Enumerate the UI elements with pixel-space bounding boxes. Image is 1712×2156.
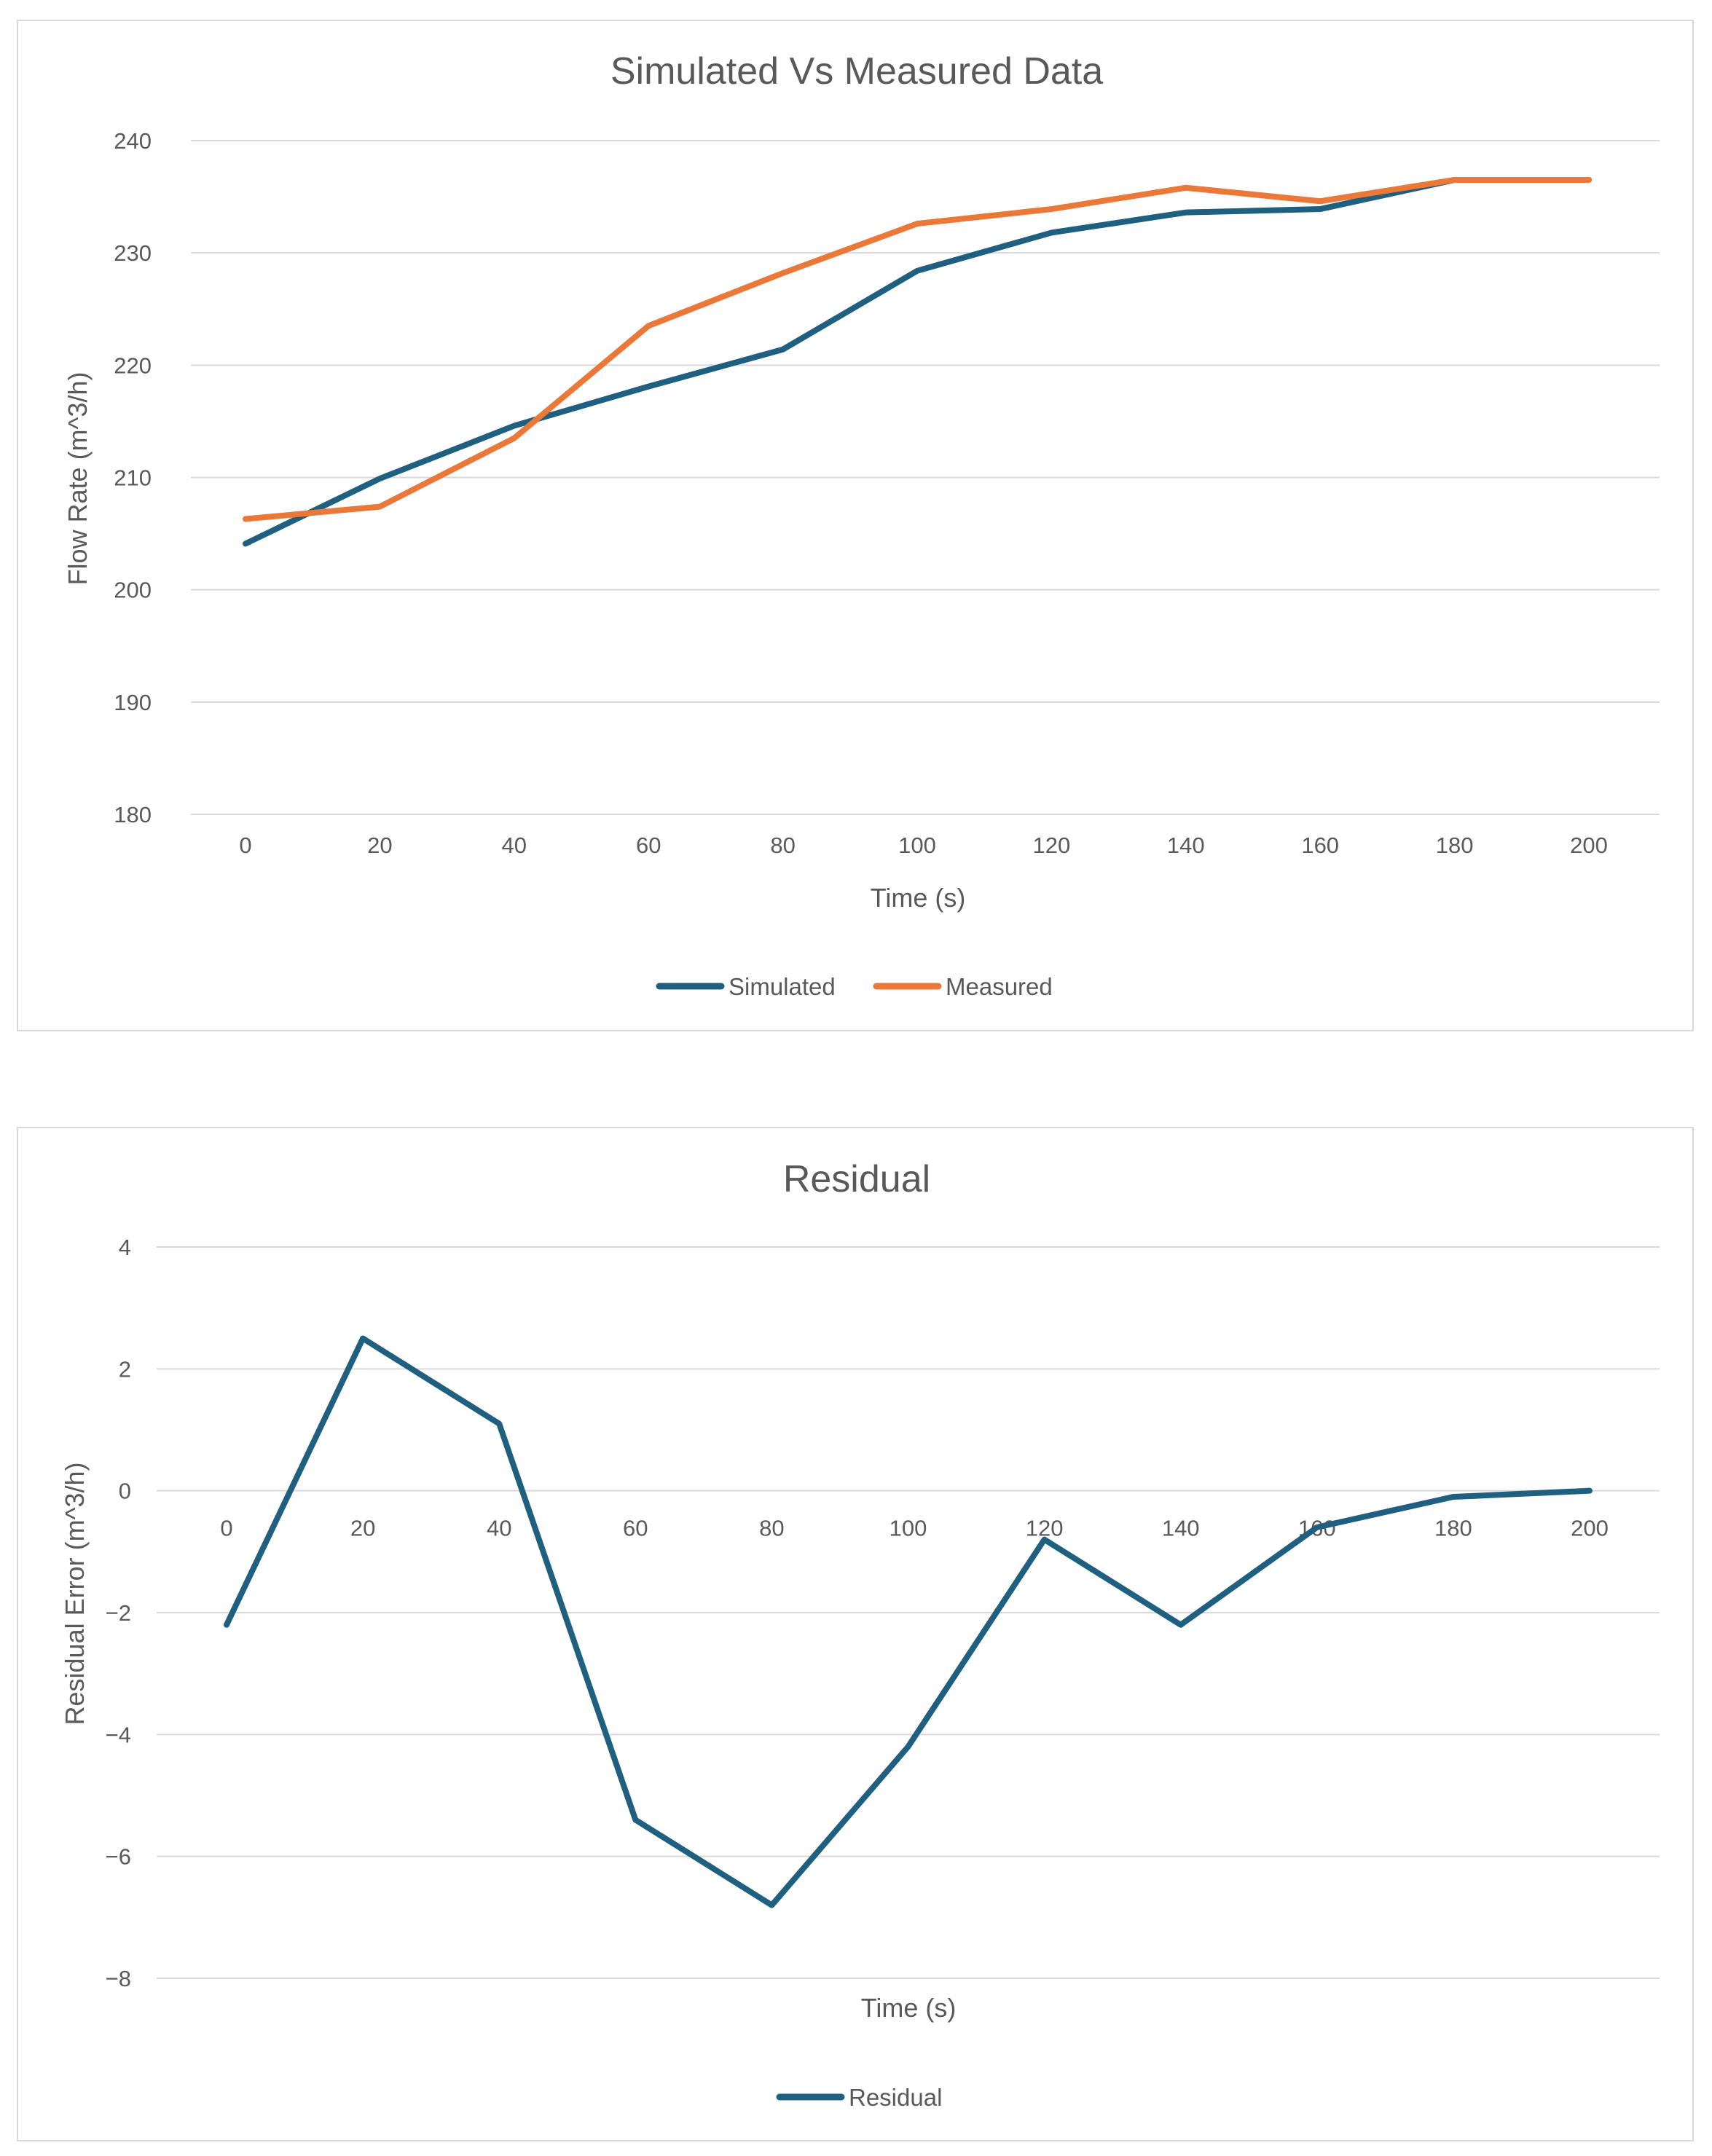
- y-tick-label: 190: [114, 690, 152, 715]
- x-tick-label: 120: [1033, 833, 1071, 858]
- legend-label-measured: Measured: [946, 973, 1053, 1000]
- x-axis-ticks: 0 20 40 60 80 100 120 140 160 180 200: [239, 833, 1607, 858]
- y-tick-label: 220: [114, 353, 152, 378]
- x-tick-label: 160: [1301, 833, 1339, 858]
- flow-rate-chart-svg: Simulated Vs Measured Data 1801902002102…: [63, 50, 1660, 1000]
- x-tick-label: 140: [1167, 833, 1205, 858]
- x-tick-label: 80: [770, 833, 795, 858]
- y-axis-title: Residual Error (m^3/h): [60, 1463, 90, 1726]
- series-line-measured: [243, 176, 1592, 522]
- flow-rate-chart: Simulated Vs Measured Data 180 190 200 210 2…: [17, 20, 1694, 1031]
- y-axis-title: Flow Rate (m^3/h): [63, 372, 93, 586]
- x-tick-label: 0: [220, 1516, 232, 1541]
- residual-chart-svg: Residual 420−2−4−6−8 0 20 40 60 80 100 120 140 1…: [60, 1158, 1660, 2111]
- x-tick-label: 100: [890, 1516, 927, 1541]
- legend-label-residual: Residual: [849, 2084, 942, 2111]
- gridlines: [157, 1246, 1660, 1979]
- y-tick-label: −4: [106, 1722, 131, 1747]
- chart-title: Residual: [783, 1158, 930, 1200]
- x-tick-label: 20: [367, 833, 392, 858]
- y-tick-label: 180: [114, 802, 152, 827]
- y-tick-label: 4: [119, 1235, 131, 1260]
- legend: Simulated Measured: [656, 973, 1053, 1000]
- y-tick-label: −6: [106, 1844, 131, 1870]
- y-tick-label: 2: [119, 1356, 131, 1382]
- x-tick-label: 40: [502, 833, 527, 858]
- x-axis-title: Time (s): [871, 883, 966, 913]
- gridlines: [191, 140, 1660, 815]
- y-axis-ticks: 180 190 200 210 220 230 240: [114, 128, 152, 827]
- y-tick-label: 210: [114, 465, 152, 491]
- legend: Residual: [776, 2084, 942, 2111]
- x-tick-label: 0: [239, 833, 251, 858]
- x-axis-title: Time (s): [861, 1993, 957, 2023]
- residual-chart: Residual 4 2 0 −2 −4 −6 −8 0 20 40 60 80 100 120 140 1…: [17, 1127, 1694, 2141]
- y-tick-label: −2: [106, 1600, 131, 1626]
- series-lines: [243, 176, 1592, 547]
- x-tick-label: 200: [1571, 1516, 1609, 1541]
- x-tick-label: 80: [759, 1516, 784, 1541]
- y-tick-label: 0: [119, 1479, 131, 1504]
- series-lines: [224, 1335, 1593, 1908]
- x-tick-label: 40: [487, 1516, 511, 1541]
- y-tick-label: 230: [114, 240, 152, 266]
- x-tick-label: 200: [1570, 833, 1608, 858]
- legend-label-simulated: Simulated: [729, 973, 836, 1000]
- y-tick-label: 200: [114, 578, 152, 603]
- x-tick-label: 20: [350, 1516, 375, 1541]
- x-axis-ticks: 0 20 40 60 80 100 120 140 160 180 200: [220, 1516, 1608, 1541]
- x-tick-label: 180: [1436, 833, 1474, 858]
- x-tick-label: 140: [1162, 1516, 1200, 1541]
- series-line-residual: [224, 1335, 1593, 1908]
- x-tick-label: 100: [898, 833, 936, 858]
- y-tick-label: 240: [114, 128, 152, 154]
- y-tick-label: −8: [106, 1966, 131, 1991]
- x-tick-label: 180: [1434, 1516, 1472, 1541]
- x-tick-label: 60: [623, 1516, 648, 1541]
- y-axis-ticks: 4 2 0 −2 −4 −6 −8: [106, 1235, 131, 1991]
- series-line-simulated: [243, 176, 1592, 547]
- chart-title: Simulated Vs Measured Data: [610, 50, 1103, 93]
- x-tick-label: 60: [636, 833, 661, 858]
